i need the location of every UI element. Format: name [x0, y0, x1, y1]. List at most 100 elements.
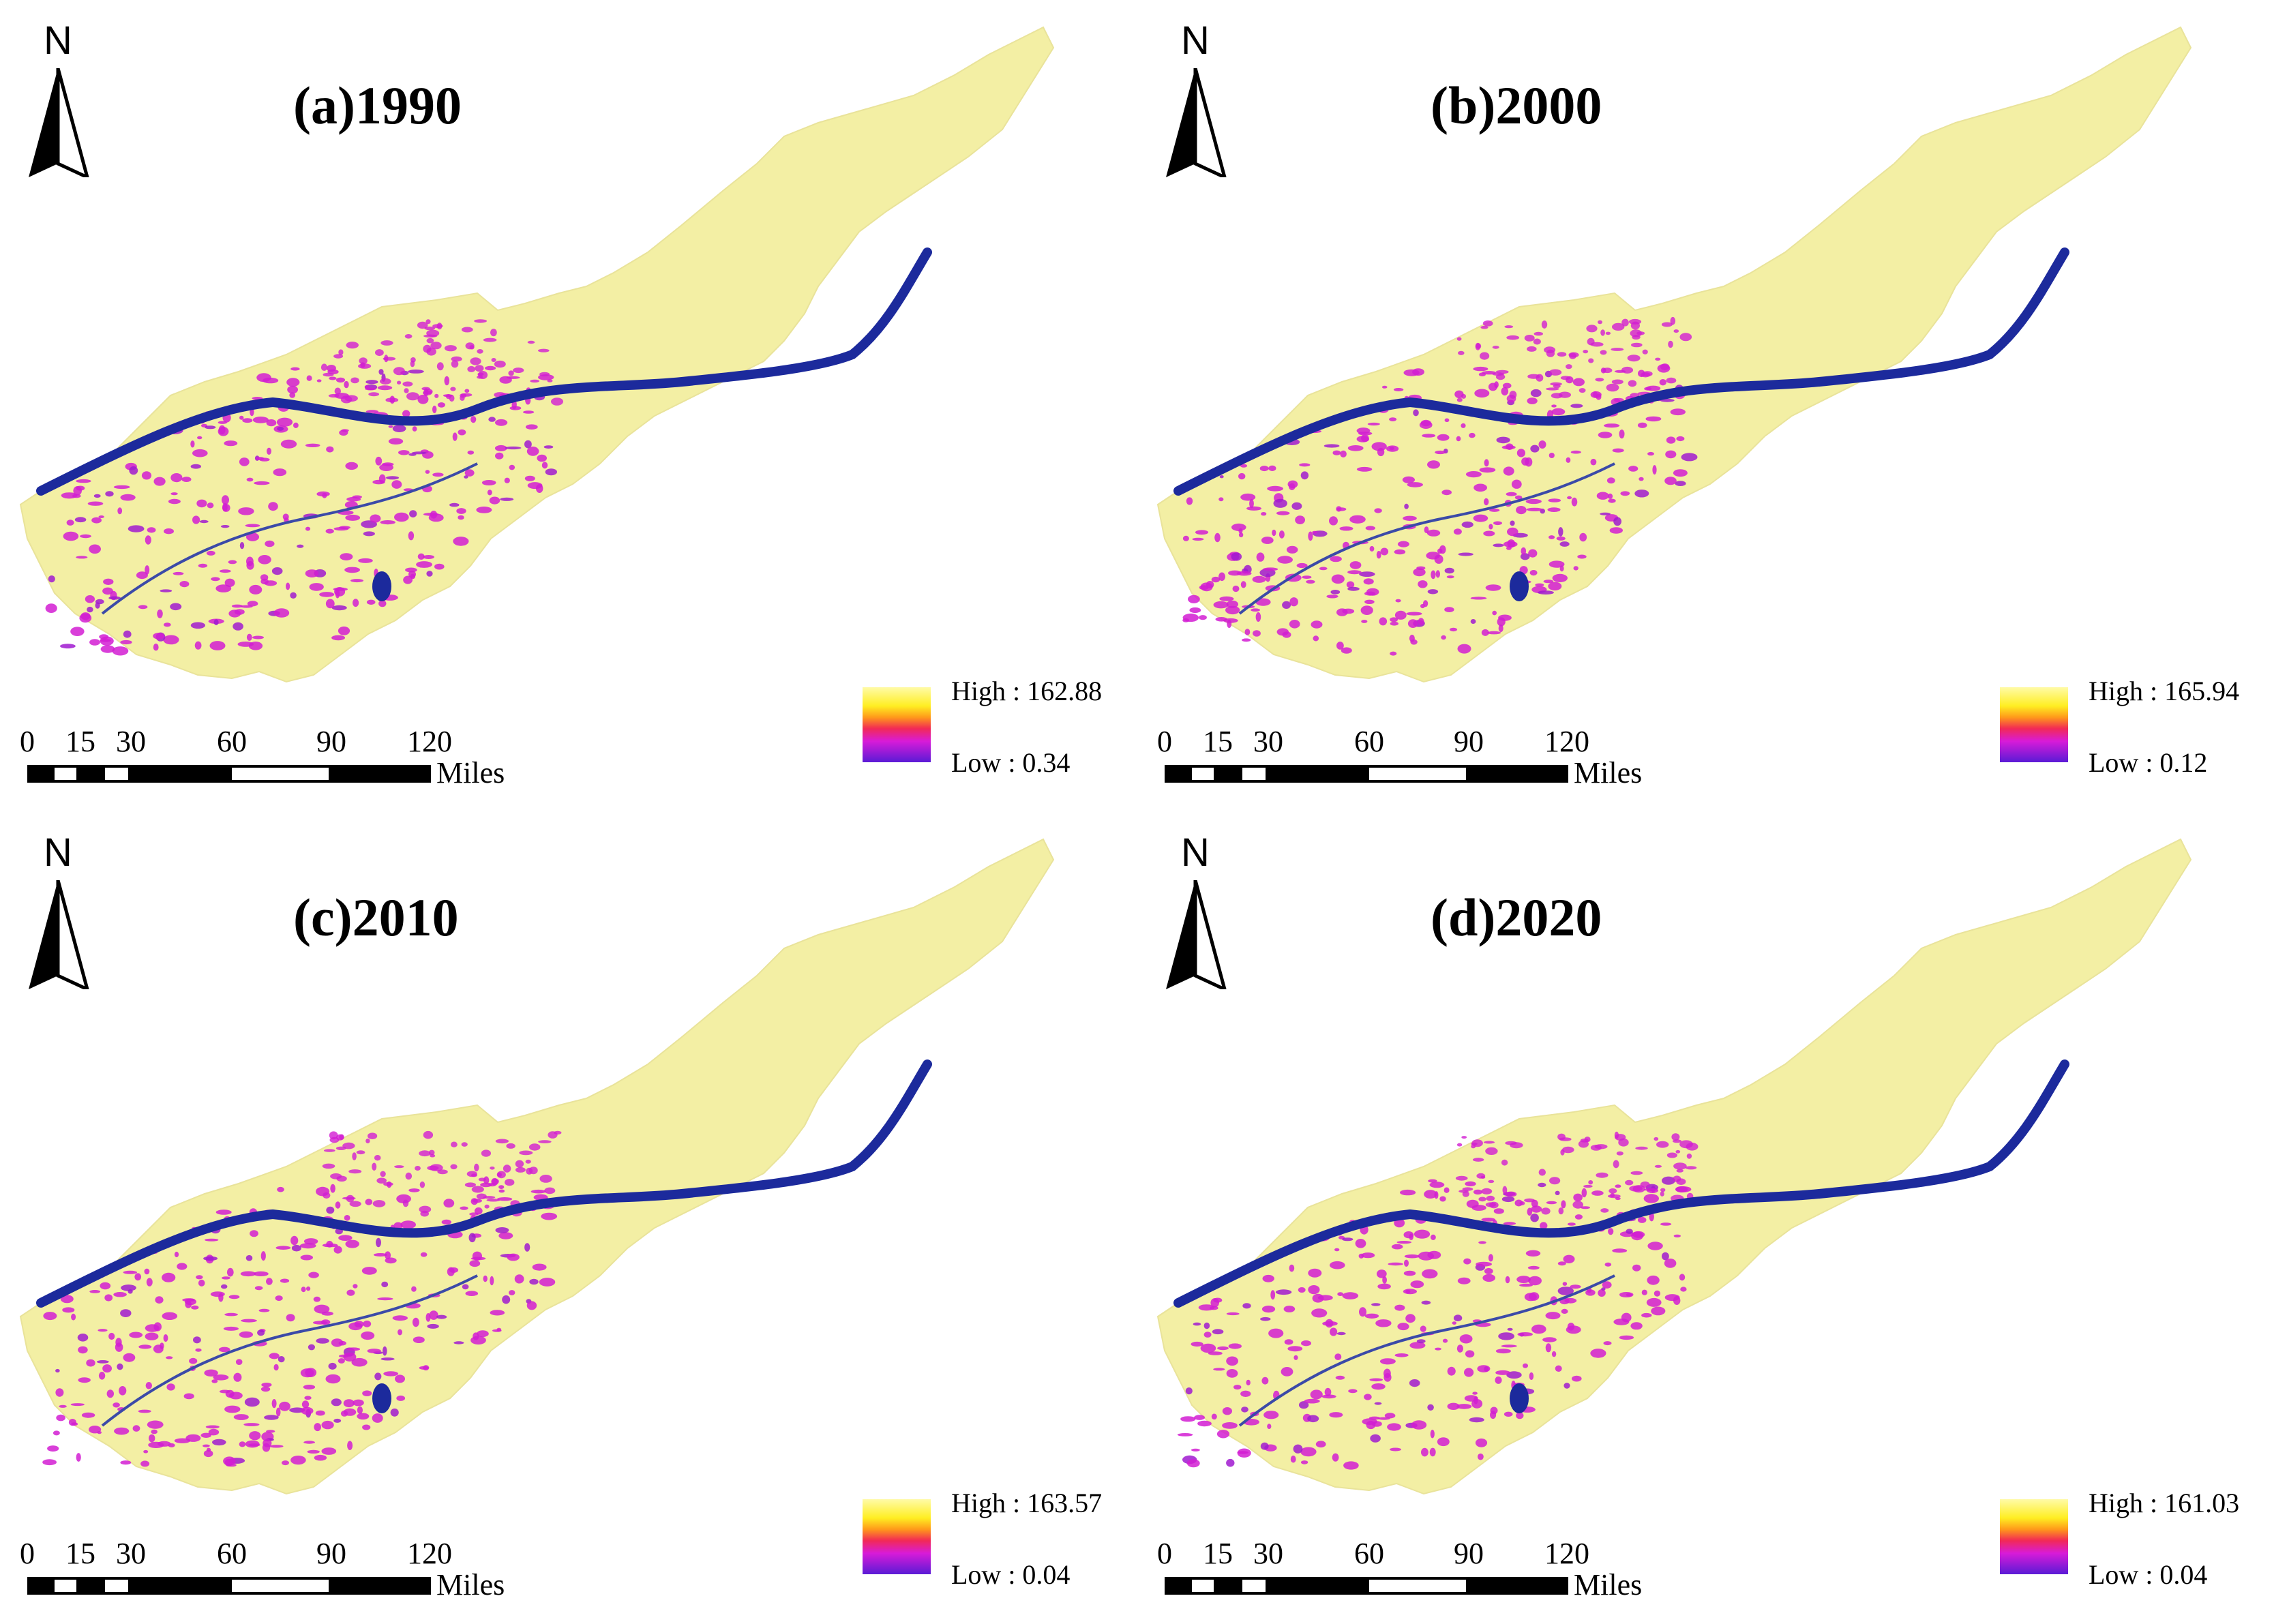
low-value-patch	[483, 1275, 488, 1282]
low-value-patch	[1347, 570, 1362, 575]
low-value-patch	[1551, 408, 1566, 416]
low-value-patch	[383, 1371, 399, 1377]
low-value-patch	[1538, 1182, 1546, 1188]
low-value-patch	[1300, 471, 1309, 480]
low-value-patch	[481, 1149, 492, 1157]
low-value-patch	[1507, 527, 1519, 537]
low-value-patch	[1241, 1407, 1248, 1413]
low-value-patch	[1495, 1349, 1511, 1354]
low-value-patch	[504, 477, 510, 483]
low-value-patch	[1567, 496, 1572, 500]
low-value-patch	[1237, 1448, 1251, 1458]
low-value-patch	[1389, 447, 1394, 451]
low-value-patch	[1342, 1292, 1359, 1299]
low-value-patch	[1332, 450, 1341, 455]
low-value-patch	[256, 373, 271, 382]
low-value-patch	[1538, 590, 1554, 595]
low-value-patch	[134, 1273, 142, 1281]
north-arrow: N	[20, 20, 95, 184]
low-value-patch	[189, 1357, 198, 1364]
low-value-patch	[1427, 1404, 1434, 1411]
low-value-patch	[120, 640, 132, 645]
low-value-patch	[1661, 322, 1673, 327]
low-value-patch	[1506, 443, 1514, 450]
low-value-patch	[1418, 618, 1424, 625]
low-value-patch	[1525, 1250, 1541, 1257]
low-value-patch	[289, 392, 296, 398]
low-value-patch	[80, 612, 91, 620]
low-value-patch	[494, 445, 507, 451]
low-value-patch	[1371, 442, 1387, 451]
low-value-patch	[305, 526, 311, 531]
low-value-patch	[1371, 1421, 1382, 1427]
low-value-patch	[1186, 497, 1193, 505]
low-value-patch	[1242, 1303, 1251, 1309]
low-value-patch	[430, 1154, 436, 1158]
low-value-patch	[141, 471, 152, 480]
low-value-patch	[1226, 1458, 1235, 1467]
low-value-patch	[1503, 1222, 1516, 1225]
low-value-patch	[1681, 453, 1698, 462]
low-value-patch	[372, 1162, 377, 1171]
low-value-patch	[1306, 580, 1315, 584]
low-value-patch	[353, 599, 359, 607]
low-value-patch	[249, 1431, 261, 1441]
low-value-patch	[489, 496, 500, 505]
scale-tick: 0	[20, 725, 35, 758]
scale-tick: 60	[217, 725, 247, 758]
low-value-patch	[198, 1279, 205, 1287]
low-value-patch	[314, 1423, 322, 1432]
low-value-patch	[462, 1284, 469, 1290]
low-value-patch	[346, 342, 359, 349]
low-value-patch	[192, 449, 208, 457]
low-value-patch	[1666, 436, 1676, 444]
scale-tick: 60	[217, 1537, 247, 1570]
low-value-patch	[304, 1396, 312, 1400]
low-value-patch	[241, 1319, 257, 1323]
low-value-patch	[380, 1357, 395, 1361]
low-value-patch	[524, 1243, 530, 1252]
low-value-patch	[495, 1227, 509, 1233]
low-value-patch	[115, 1338, 122, 1347]
low-value-patch	[385, 1257, 397, 1264]
low-value-patch	[163, 622, 171, 627]
low-value-patch	[1473, 366, 1488, 372]
low-value-patch	[1524, 1198, 1535, 1203]
low-value-patch	[113, 1292, 127, 1297]
low-value-patch	[181, 477, 192, 482]
low-value-patch	[1276, 628, 1289, 636]
low-value-patch	[1616, 1151, 1624, 1156]
low-value-patch	[467, 365, 476, 372]
low-value-patch	[363, 1320, 372, 1327]
low-value-patch	[392, 425, 406, 432]
low-value-patch	[417, 321, 428, 329]
low-value-patch	[474, 319, 487, 323]
low-value-patch	[471, 1186, 484, 1193]
low-value-patch	[1232, 585, 1240, 592]
low-value-patch	[1380, 547, 1389, 556]
low-value-patch	[1662, 1176, 1675, 1185]
low-value-patch	[1312, 1293, 1324, 1303]
low-value-patch	[95, 602, 100, 609]
low-value-patch	[277, 1186, 284, 1192]
low-value-patch	[412, 1317, 419, 1327]
low-value-patches	[1182, 316, 1698, 656]
low-value-patch	[1262, 1274, 1274, 1282]
low-value-patch	[1384, 1413, 1396, 1419]
low-value-patch	[509, 464, 515, 470]
low-value-patch	[385, 1251, 391, 1259]
low-value-patch	[258, 1308, 270, 1312]
low-value-patch	[363, 531, 375, 537]
low-value-patch	[1260, 1317, 1271, 1321]
low-value-patch	[1527, 346, 1537, 352]
low-value-patch	[312, 1321, 328, 1325]
low-value-patch	[335, 377, 346, 383]
low-value-patch	[1613, 1160, 1619, 1169]
low-value-patch	[1640, 1181, 1650, 1188]
low-value-patch	[221, 1284, 228, 1289]
low-value-patch	[74, 517, 87, 523]
low-value-patch	[319, 592, 335, 597]
low-value-patch	[1427, 589, 1439, 595]
low-value-patch	[1381, 385, 1388, 389]
low-value-patch	[1284, 1339, 1293, 1345]
